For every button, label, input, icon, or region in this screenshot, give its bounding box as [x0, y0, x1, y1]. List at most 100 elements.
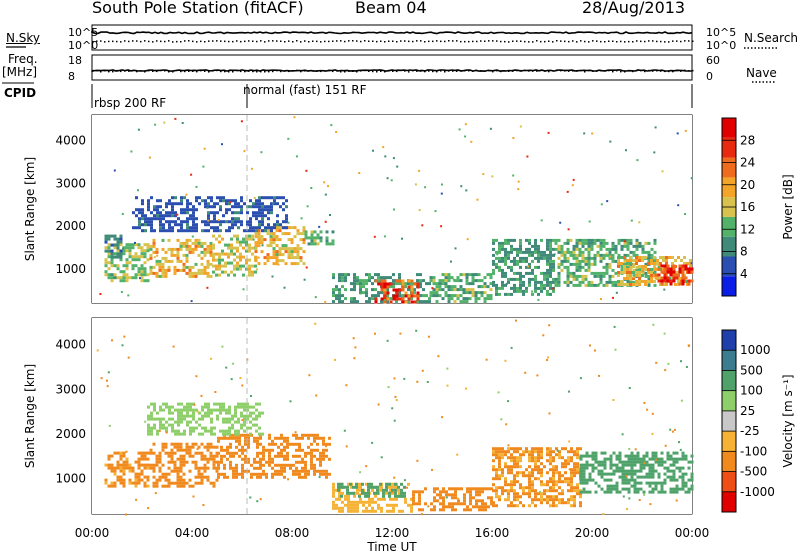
- data-cell: [280, 442, 283, 446]
- data-cell: [576, 471, 579, 475]
- data-cell: [204, 205, 207, 209]
- nave-dot: [584, 71, 586, 73]
- data-cell: [197, 268, 201, 272]
- data-cell: [243, 417, 246, 421]
- data-cell: [335, 503, 338, 507]
- data-cell: [660, 451, 664, 455]
- data-cell: [475, 487, 478, 491]
- data-cell: [271, 472, 274, 476]
- data-cell: [248, 273, 251, 277]
- data-cell: [251, 246, 254, 250]
- nave-dot: [460, 69, 462, 72]
- data-cell: [141, 211, 144, 215]
- data-cell: [413, 291, 416, 295]
- data-cell: [681, 264, 685, 268]
- data-cell: [185, 448, 189, 452]
- data-cell: [131, 243, 135, 247]
- data-cell: [636, 454, 640, 458]
- data-cell: [432, 282, 436, 286]
- nave-dot: [304, 70, 306, 72]
- data-cell: [179, 241, 183, 245]
- data-cell: [219, 196, 222, 200]
- data-cell: [471, 273, 475, 277]
- scatter-cell: [622, 495, 625, 498]
- data-cell: [165, 211, 168, 215]
- data-cell: [173, 265, 177, 269]
- data-cell: [653, 265, 656, 268]
- data-cell: [435, 285, 439, 289]
- data-cell: [602, 271, 606, 275]
- scatter-cell: [113, 169, 116, 172]
- scatter-cell: [685, 366, 688, 368]
- data-cell: [162, 426, 165, 430]
- data-cell: [567, 498, 570, 502]
- scatter-cell: [464, 123, 467, 126]
- nave-dot: [692, 69, 694, 72]
- data-cell: [639, 469, 643, 473]
- data-cell: [630, 454, 634, 458]
- data-cell: [153, 402, 156, 406]
- data-cell: [690, 475, 694, 479]
- data-cell: [353, 500, 356, 504]
- velocity-colorbar-swatch: [722, 471, 736, 492]
- data-cell: [519, 456, 522, 460]
- data-cell: [266, 232, 270, 236]
- data-cell: [219, 220, 222, 224]
- data-cell: [240, 423, 243, 427]
- data-cell: [627, 460, 631, 464]
- scatter-cell: [690, 262, 693, 265]
- data-cell: [254, 232, 258, 236]
- data-cell: [394, 491, 397, 495]
- data-cell: [135, 196, 138, 200]
- data-cell: [226, 436, 229, 440]
- nave-dot: [560, 69, 562, 72]
- data-cell: [400, 482, 403, 486]
- scatter-cell: [485, 358, 488, 361]
- data-cell: [376, 485, 379, 489]
- data-cell: [543, 286, 546, 290]
- data-cell: [687, 466, 691, 470]
- data-cell: [356, 506, 359, 510]
- data-cell: [498, 450, 501, 454]
- data-cell: [254, 244, 258, 248]
- data-cell: [179, 259, 183, 263]
- data-cell: [644, 241, 648, 245]
- search-noise-dot: [344, 40, 346, 43]
- data-cell: [480, 279, 484, 283]
- scatter-cell: [227, 417, 230, 420]
- data-cell: [690, 487, 694, 491]
- data-cell: [624, 463, 628, 467]
- data-cell: [528, 474, 531, 478]
- data-cell: [319, 460, 322, 464]
- data-cell: [177, 202, 180, 206]
- data-cell: [510, 238, 513, 242]
- data-cell: [501, 486, 504, 490]
- data-cell: [235, 439, 238, 443]
- data-cell: [647, 241, 651, 245]
- data-cell: [365, 509, 368, 513]
- x-tick-label: 00:00: [75, 526, 110, 540]
- data-cell: [413, 300, 417, 304]
- data-cell: [177, 429, 180, 433]
- data-cell: [250, 472, 253, 476]
- data-cell: [663, 279, 667, 283]
- nave-dot: [620, 70, 622, 73]
- data-cell: [161, 256, 165, 260]
- scatter-cell: [548, 324, 551, 327]
- data-cell: [203, 457, 207, 461]
- data-cell: [216, 414, 219, 418]
- data-cell: [581, 274, 585, 278]
- data-cell: [210, 426, 213, 430]
- data-cell: [584, 283, 588, 287]
- data-cell: [150, 196, 153, 200]
- scatter-cell: [540, 219, 543, 222]
- data-cell: [167, 451, 171, 455]
- data-cell: [560, 259, 564, 263]
- data-cell: [230, 270, 233, 274]
- data-cell: [469, 499, 472, 503]
- data-cell: [164, 472, 168, 476]
- data-cell: [513, 474, 516, 478]
- data-cell: [228, 208, 231, 212]
- data-cell: [371, 500, 374, 504]
- data-cell: [410, 503, 413, 507]
